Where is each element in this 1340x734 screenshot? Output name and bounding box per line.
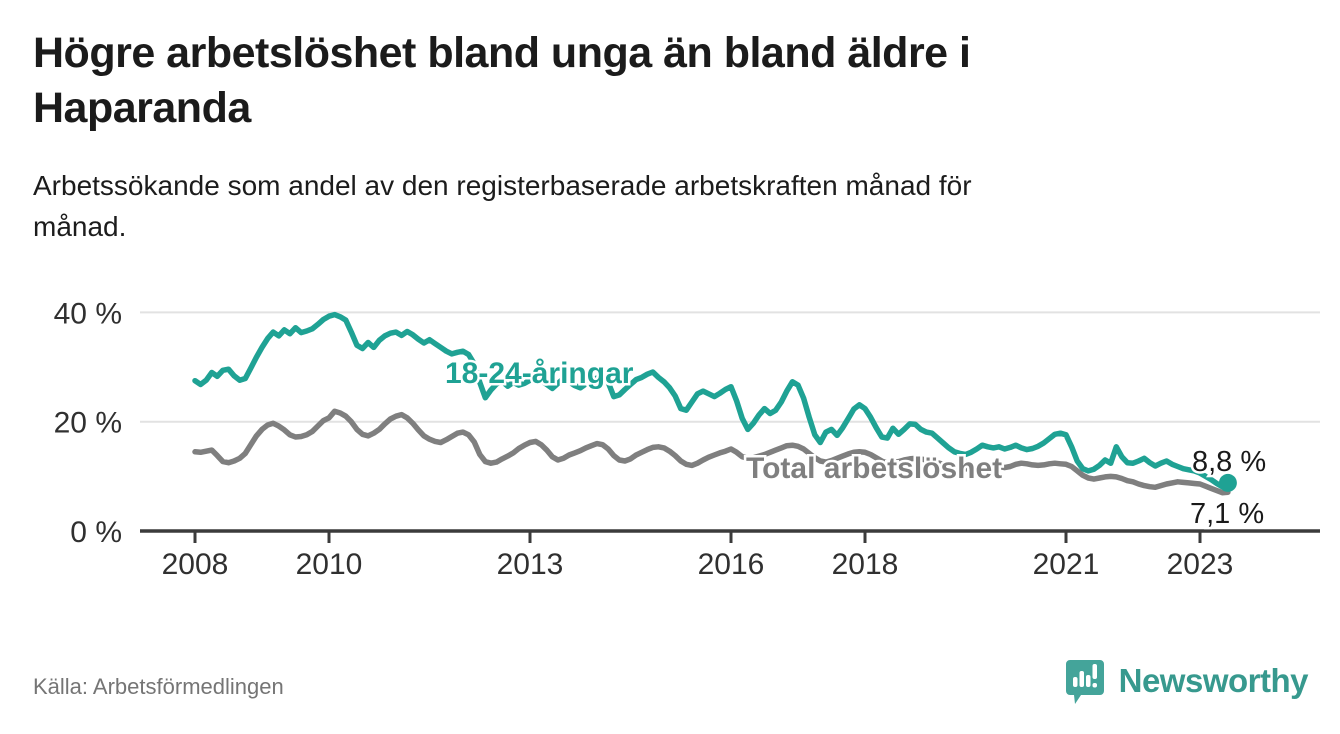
- y-tick-label: 40 %: [54, 297, 122, 330]
- exclamation-bar: [1092, 664, 1097, 679]
- youth-series-label: 18-24-åringar: [445, 357, 634, 390]
- total-unemployment-line: [192, 408, 1231, 496]
- youth-line-end-dot: [1218, 473, 1237, 492]
- x-tick-label: 2021: [1033, 548, 1100, 581]
- youth-unemployment-line: [192, 311, 1231, 490]
- gridlines: [140, 311, 1320, 533]
- y-axis-labels: 40 % 20 % 0 %: [54, 297, 122, 549]
- x-tick-label: 2016: [698, 548, 765, 581]
- y-tick-label: 20 %: [54, 407, 122, 440]
- speech-bubble-shape: [1065, 660, 1104, 704]
- x-tick-label: 2008: [162, 548, 229, 581]
- y-tick-label: 0 %: [70, 516, 122, 549]
- total-series-label: Total arbetslöshet: [746, 452, 1002, 485]
- unemployment-chart: 40 % 20 % 0 % 2008 2010 2013 2016 2018 2021 2023…: [54, 297, 1320, 581]
- x-tick-label: 2013: [497, 548, 564, 581]
- page-title: Högre arbetslöshet bland unga än bland ä…: [33, 29, 971, 133]
- x-tick-label: 2018: [832, 548, 899, 581]
- brand-name: Newsworthy: [1118, 662, 1309, 699]
- youth-end-value-label: 8,8 %: [1192, 446, 1266, 478]
- page-subtitle: Arbetssökande som andel av den registerb…: [33, 170, 972, 242]
- x-tick-label: 2010: [296, 548, 363, 581]
- newsworthy-logo-icon: [1065, 660, 1104, 704]
- chart-labels: 18-24-åringar Total arbetslöshet 8,8 % 7…: [443, 355, 1269, 533]
- exclamation-dot: [1092, 683, 1097, 688]
- total-end-value-label: 7,1 %: [1190, 498, 1264, 530]
- newsworthy-brand: Newsworthy: [1065, 656, 1309, 706]
- bar-chart-glyph: [1072, 664, 1097, 688]
- x-tick-label: 2023: [1167, 548, 1234, 581]
- source-note: Källa: Arbetsförmedlingen: [33, 674, 284, 699]
- x-axis: 2008 2010 2013 2016 2018 2021 2023: [162, 531, 1234, 581]
- chart-lines: [192, 311, 1237, 496]
